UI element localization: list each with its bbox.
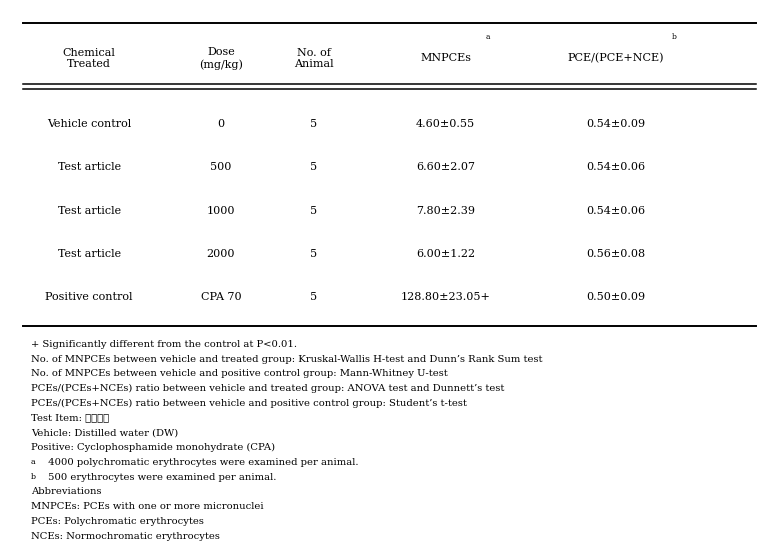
Text: MNPCEs: MNPCEs	[420, 53, 471, 63]
Text: 0.54±0.06: 0.54±0.06	[587, 206, 646, 216]
Text: No. of MNPCEs between vehicle and positive control group: Mann-Whitney U-test: No. of MNPCEs between vehicle and positi…	[31, 369, 448, 378]
Text: 6.60±2.07: 6.60±2.07	[416, 162, 475, 172]
Text: 0.54±0.06: 0.54±0.06	[587, 162, 646, 172]
Text: 5: 5	[310, 119, 318, 129]
Text: Test article: Test article	[57, 162, 121, 172]
Text: Test article: Test article	[57, 206, 121, 216]
Text: 0.56±0.08: 0.56±0.08	[587, 249, 646, 259]
Text: Dose
(mg/kg): Dose (mg/kg)	[199, 47, 243, 70]
Text: 7.80±2.39: 7.80±2.39	[416, 206, 475, 216]
Text: Test article: Test article	[57, 249, 121, 259]
Text: b: b	[672, 33, 677, 41]
Text: Positive control: Positive control	[46, 292, 133, 302]
Text: Chemical
Treated: Chemical Treated	[63, 48, 115, 69]
Text: PCEs/(PCEs+NCEs) ratio between vehicle and treated group: ANOVA test and Dunnett: PCEs/(PCEs+NCEs) ratio between vehicle a…	[31, 384, 505, 393]
Text: 0: 0	[217, 119, 225, 129]
Text: PCEs/(PCEs+NCEs) ratio between vehicle and positive control group: Student’s t-t: PCEs/(PCEs+NCEs) ratio between vehicle a…	[31, 399, 467, 408]
Text: PCE/(PCE+NCE): PCE/(PCE+NCE)	[568, 53, 664, 63]
Text: 6.00±1.22: 6.00±1.22	[416, 249, 475, 259]
Text: No. of MNPCEs between vehicle and treated group: Kruskal-Wallis H-test and Dunn’: No. of MNPCEs between vehicle and treate…	[31, 355, 542, 364]
Text: b: b	[31, 472, 36, 481]
Text: 0.50±0.09: 0.50±0.09	[587, 292, 646, 302]
Text: MNPCEs: PCEs with one or more micronuclei: MNPCEs: PCEs with one or more micronucle…	[31, 502, 264, 511]
Text: Positive: Cyclophosphamide monohydrate (CPA): Positive: Cyclophosphamide monohydrate (…	[31, 443, 275, 452]
Text: a: a	[486, 33, 491, 41]
Text: Vehicle: Distilled water (DW): Vehicle: Distilled water (DW)	[31, 428, 178, 437]
Text: 128.80±23.05+: 128.80±23.05+	[401, 292, 491, 302]
Text: 5: 5	[310, 292, 318, 302]
Text: Test Item: 세신분말: Test Item: 세신분말	[31, 413, 109, 423]
Text: 5: 5	[310, 249, 318, 259]
Text: 1000: 1000	[207, 206, 235, 216]
Text: CPA 70: CPA 70	[201, 292, 241, 302]
Text: 2000: 2000	[207, 249, 235, 259]
Text: 500: 500	[210, 162, 232, 172]
Text: 0.54±0.09: 0.54±0.09	[587, 119, 646, 129]
Text: PCEs: Polychromatic erythrocytes: PCEs: Polychromatic erythrocytes	[31, 517, 204, 526]
Text: 5: 5	[310, 206, 318, 216]
Text: a: a	[31, 458, 36, 466]
Text: 4.60±0.55: 4.60±0.55	[416, 119, 475, 129]
Text: + Significantly different from the control at P<0.01.: + Significantly different from the contr…	[31, 340, 297, 349]
Text: NCEs: Normochromatic erythrocytes: NCEs: Normochromatic erythrocytes	[31, 532, 220, 541]
Text: 5: 5	[310, 162, 318, 172]
Text: Vehicle control: Vehicle control	[47, 119, 131, 129]
Text: 500 erythrocytes were examined per animal.: 500 erythrocytes were examined per anima…	[45, 472, 277, 482]
Text: No. of
Animal: No. of Animal	[294, 48, 334, 69]
Text: 4000 polychromatic erythrocytes were examined per animal.: 4000 polychromatic erythrocytes were exa…	[45, 458, 359, 467]
Text: Abbreviations: Abbreviations	[31, 487, 102, 496]
